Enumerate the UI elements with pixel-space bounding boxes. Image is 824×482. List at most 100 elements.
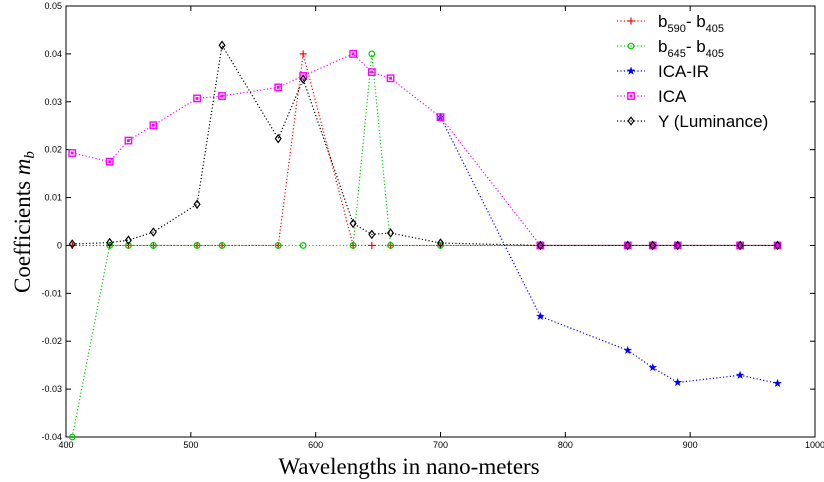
square-outer	[386, 74, 395, 83]
square-inner	[389, 76, 392, 80]
data-point-diamond	[674, 240, 682, 251]
x-tick-label: 600	[308, 440, 323, 450]
y-tick-label: 0.04	[44, 49, 62, 59]
square-inner	[626, 244, 630, 247]
square-inner	[629, 94, 633, 98]
data-point-circle	[218, 242, 226, 249]
data-point-star	[623, 345, 632, 354]
data-point-diamond	[627, 116, 635, 126]
legend-label: ICA	[658, 87, 687, 106]
square-outer	[627, 92, 635, 100]
x-axis-title: Wavelengths in nano-meters	[278, 454, 539, 479]
data-point-diamond	[387, 228, 395, 238]
square-outer	[367, 68, 376, 76]
legend-label: ICA-IR	[658, 62, 709, 81]
data-point-square	[193, 94, 201, 103]
square-outer	[193, 94, 201, 103]
y-tick-label: -0.01	[41, 288, 62, 298]
legend-entry: b645- b405	[617, 37, 724, 60]
data-point-star	[673, 377, 682, 387]
square-inner	[370, 70, 374, 74]
series-layer	[68, 40, 782, 441]
x-tick-label: 1000	[805, 440, 824, 450]
x-tick-label: 500	[183, 440, 198, 450]
series-line	[72, 43, 778, 247]
x-tick-label: 400	[58, 440, 73, 450]
square-inner	[70, 151, 74, 155]
y-axis-title: Coefficients mb	[10, 151, 38, 293]
legend-label-part: 645	[667, 48, 685, 60]
data-point-circle	[125, 242, 132, 249]
data-point-circle	[368, 50, 376, 58]
data-point-square	[627, 92, 635, 100]
data-point-diamond	[624, 240, 632, 251]
square-outer	[149, 121, 158, 130]
y-tick-label: -0.03	[41, 384, 62, 394]
data-point-diamond	[649, 240, 657, 251]
data-point-diamond	[368, 229, 376, 240]
data-point-plus	[368, 241, 376, 249]
square-inner	[127, 139, 130, 142]
data-point-circle	[387, 242, 394, 249]
data-point-circle	[149, 242, 157, 249]
data-point-diamond	[193, 199, 201, 210]
square-inner	[276, 86, 280, 89]
legend-label-part: ICA	[658, 87, 687, 106]
data-point-diamond	[299, 74, 307, 85]
data-point-square	[124, 136, 133, 145]
data-point-diamond	[274, 133, 282, 144]
square-outer	[68, 149, 77, 157]
legend-label: b590- b405	[658, 12, 724, 35]
data-point-circle	[274, 242, 282, 249]
y-tick-label: 0.02	[44, 145, 62, 155]
square-inner	[776, 244, 779, 247]
data-point-circle	[437, 242, 444, 249]
plot-area	[65, 5, 816, 438]
x-tick-label: 700	[433, 440, 448, 450]
square-inner	[439, 115, 442, 119]
legend-label: Y (Luminance)	[658, 112, 768, 131]
square-inner	[195, 97, 199, 100]
legend-label-part: b	[658, 37, 667, 56]
data-point-plus	[627, 17, 635, 25]
legend-label-part: 590	[667, 23, 685, 35]
data-point-square	[149, 121, 158, 130]
x-tick-label: 900	[683, 440, 698, 450]
square-outer	[349, 49, 358, 58]
data-point-diamond	[736, 240, 744, 251]
data-point-diamond	[436, 238, 445, 248]
data-point-diamond	[124, 235, 132, 245]
data-point-diamond	[536, 240, 544, 251]
legend-label-part: b	[658, 12, 667, 31]
legend-label-part: 405	[706, 48, 724, 60]
data-point-star	[626, 66, 636, 75]
square-inner	[220, 94, 224, 98]
legend-label-part: 405	[706, 23, 724, 35]
square-inner	[738, 244, 742, 247]
data-point-square	[68, 149, 77, 157]
data-point-circle	[68, 433, 76, 441]
legend-label-part: ICA-IR	[658, 62, 709, 81]
legend-label: b645- b405	[658, 37, 724, 60]
data-point-diamond	[349, 218, 357, 229]
data-point-circle	[193, 242, 201, 249]
y-tick-label: -0.02	[41, 336, 62, 346]
square-outer	[218, 92, 226, 100]
data-point-square	[349, 49, 358, 58]
data-point-diamond	[68, 239, 76, 249]
legend-label-part: - b	[686, 12, 706, 31]
square-outer	[274, 83, 283, 92]
square-outer	[299, 72, 308, 80]
data-point-star	[648, 363, 657, 372]
square-outer	[105, 157, 114, 166]
data-point-plus	[299, 50, 307, 58]
data-point-diamond	[218, 40, 226, 51]
data-point-star	[536, 311, 545, 320]
series-diamond	[68, 40, 782, 251]
y-tick-label: -0.04	[41, 432, 62, 442]
legend-entry: Y (Luminance)	[617, 112, 768, 131]
y-tick-label: 0	[57, 240, 62, 250]
data-point-star	[773, 378, 782, 387]
data-point-diamond	[149, 227, 157, 237]
